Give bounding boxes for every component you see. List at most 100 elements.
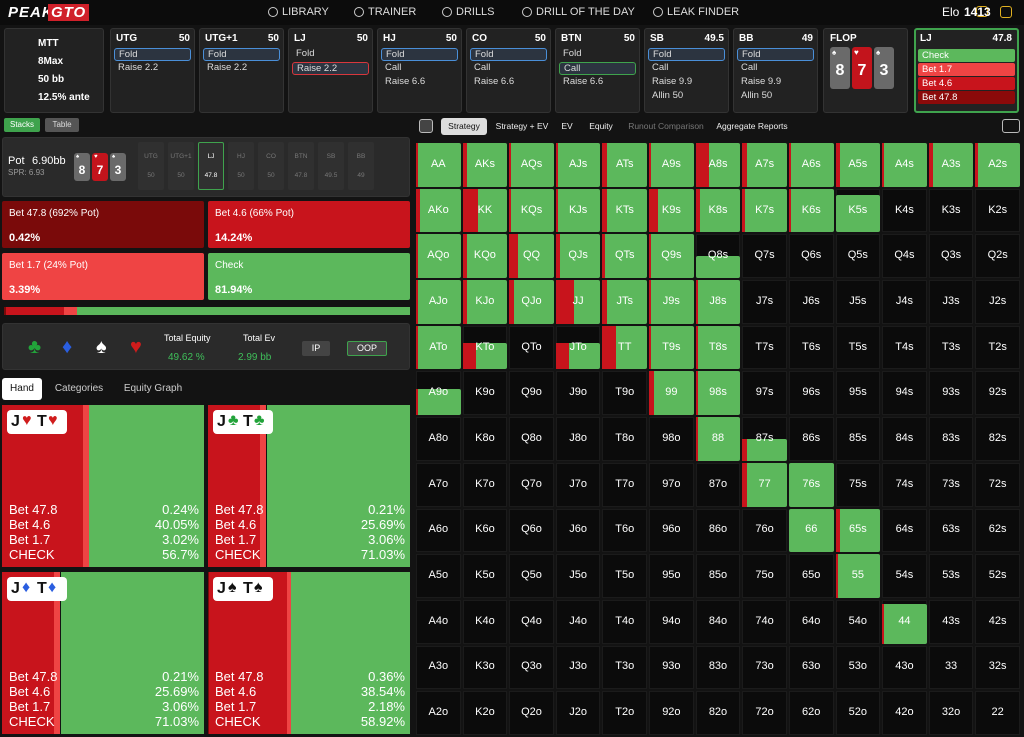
- settings-icon[interactable]: [1000, 6, 1012, 18]
- range-cell[interactable]: [462, 508, 508, 553]
- range-cell[interactable]: [602, 599, 648, 644]
- range-cell[interactable]: [416, 417, 461, 461]
- range-cell[interactable]: [555, 508, 601, 553]
- strategy-tab[interactable]: Equity: [589, 121, 613, 131]
- range-cell[interactable]: [835, 280, 881, 324]
- range-cell[interactable]: [742, 554, 787, 598]
- range-cell[interactable]: [975, 234, 1020, 279]
- range-cell[interactable]: [835, 599, 881, 644]
- position-card[interactable]: [733, 28, 818, 113]
- range-cell[interactable]: [509, 417, 554, 461]
- range-cell[interactable]: [509, 599, 554, 644]
- range-cell[interactable]: [928, 234, 974, 279]
- range-cell[interactable]: [602, 508, 648, 553]
- range-cell[interactable]: [695, 462, 741, 507]
- range-cell[interactable]: [602, 645, 648, 690]
- range-cell[interactable]: [509, 554, 554, 598]
- range-cell[interactable]: [602, 462, 648, 507]
- position-action[interactable]: Raise 9.9: [652, 76, 693, 87]
- range-cell[interactable]: [928, 645, 974, 690]
- layout-icon[interactable]: [419, 119, 433, 133]
- range-cell[interactable]: [695, 691, 741, 735]
- range-cell[interactable]: [835, 691, 881, 735]
- position-action[interactable]: Fold: [114, 48, 191, 61]
- range-cell[interactable]: [555, 371, 601, 416]
- position-action[interactable]: Fold: [563, 48, 582, 59]
- range-cell[interactable]: [555, 599, 601, 644]
- suit-filter[interactable]: ♣: [28, 336, 42, 358]
- range-cell[interactable]: [835, 234, 881, 279]
- range-cell[interactable]: [555, 691, 601, 735]
- range-cell[interactable]: [882, 280, 927, 324]
- range-cell[interactable]: [975, 599, 1020, 644]
- range-cell[interactable]: [788, 554, 834, 598]
- position-action[interactable]: Fold: [648, 48, 725, 61]
- range-cell[interactable]: [649, 462, 694, 507]
- range-cell[interactable]: [975, 645, 1020, 690]
- range-cell[interactable]: [416, 554, 461, 598]
- range-cell[interactable]: [788, 280, 834, 324]
- strategy-tab[interactable]: Runout Comparison: [628, 121, 704, 131]
- position-action[interactable]: Raise 6.6: [563, 76, 604, 87]
- range-cell[interactable]: [882, 188, 927, 233]
- range-cell[interactable]: [695, 554, 741, 598]
- range-cell[interactable]: [602, 371, 648, 416]
- position-action[interactable]: Fold: [381, 48, 458, 61]
- range-cell[interactable]: [975, 188, 1020, 233]
- range-cell[interactable]: [975, 508, 1020, 553]
- position-action[interactable]: Fold: [203, 48, 280, 61]
- range-cell[interactable]: [788, 325, 834, 370]
- range-cell[interactable]: [788, 691, 834, 735]
- position-action[interactable]: Raise 6.6: [385, 76, 426, 87]
- nav-item[interactable]: LEAK FINDER: [667, 6, 740, 18]
- range-cell[interactable]: [975, 691, 1020, 735]
- range-cell[interactable]: [462, 417, 508, 461]
- position-action[interactable]: Fold: [737, 48, 814, 61]
- position-action[interactable]: Call: [741, 62, 758, 73]
- range-cell[interactable]: [695, 508, 741, 553]
- strategy-tab[interactable]: Aggregate Reports: [716, 121, 788, 131]
- suit-filter[interactable]: ♠: [96, 336, 107, 358]
- position-card[interactable]: [466, 28, 551, 113]
- range-cell[interactable]: [882, 417, 927, 461]
- range-cell[interactable]: [835, 645, 881, 690]
- range-cell[interactable]: [649, 554, 694, 598]
- range-cell[interactable]: [509, 645, 554, 690]
- hand-tab[interactable]: Categories: [54, 383, 104, 394]
- range-cell[interactable]: [416, 508, 461, 553]
- range-cell[interactable]: [975, 371, 1020, 416]
- position-action[interactable]: Raise 2.2: [292, 62, 369, 75]
- range-cell[interactable]: [975, 554, 1020, 598]
- range-cell[interactable]: [695, 599, 741, 644]
- range-cell[interactable]: [555, 554, 601, 598]
- range-cell[interactable]: [649, 417, 694, 461]
- range-cell[interactable]: [975, 280, 1020, 324]
- range-cell[interactable]: [882, 691, 927, 735]
- ip-button[interactable]: IP: [302, 341, 330, 356]
- current-action[interactable]: Bet 4.6: [918, 77, 1015, 90]
- range-cell[interactable]: [462, 645, 508, 690]
- position-action[interactable]: Allin 50: [652, 90, 684, 101]
- action-box[interactable]: [208, 253, 410, 300]
- range-cell[interactable]: [742, 645, 787, 690]
- range-cell[interactable]: [742, 371, 787, 416]
- range-cell[interactable]: [509, 462, 554, 507]
- range-cell[interactable]: [928, 554, 974, 598]
- range-cell[interactable]: [928, 371, 974, 416]
- oop-button[interactable]: OOP: [347, 341, 387, 356]
- range-cell[interactable]: [882, 508, 927, 553]
- range-cell[interactable]: [788, 234, 834, 279]
- range-cell[interactable]: [928, 280, 974, 324]
- range-cell[interactable]: [462, 371, 508, 416]
- range-cell[interactable]: [975, 325, 1020, 370]
- range-cell[interactable]: [695, 645, 741, 690]
- position-action[interactable]: Raise 6.6: [474, 76, 515, 87]
- action-box[interactable]: [2, 253, 204, 300]
- range-cell[interactable]: [509, 508, 554, 553]
- action-box[interactable]: [208, 201, 410, 248]
- range-cell[interactable]: [835, 462, 881, 507]
- range-cell[interactable]: [788, 645, 834, 690]
- range-cell[interactable]: [882, 371, 927, 416]
- range-cell[interactable]: [462, 691, 508, 735]
- range-cell[interactable]: [742, 234, 787, 279]
